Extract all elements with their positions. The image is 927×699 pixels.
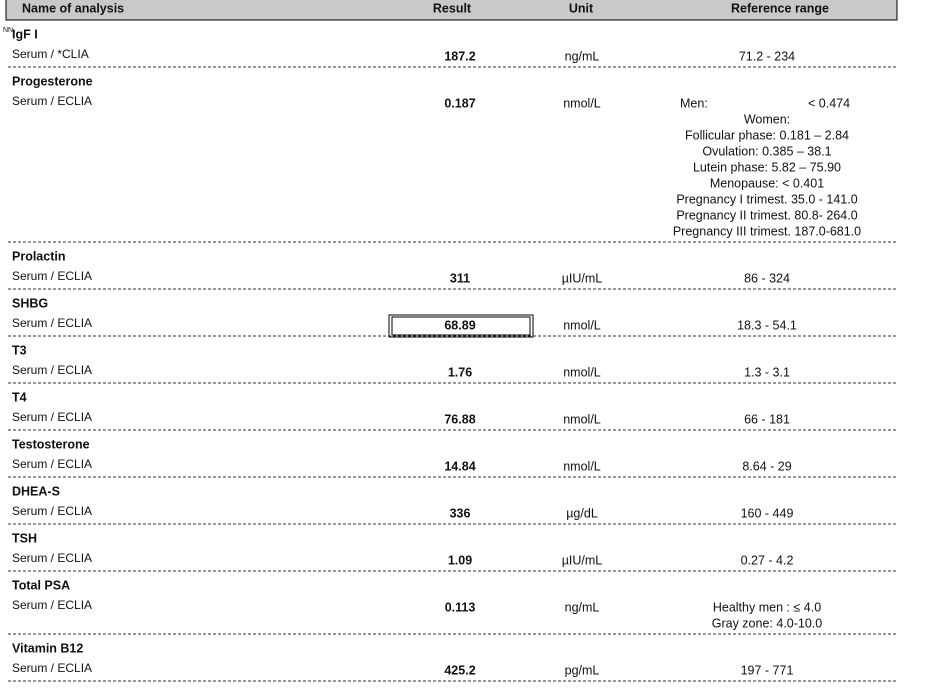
result: 68.89: [444, 318, 475, 332]
reference-range: Women:: [744, 112, 790, 126]
reference-range: 160 - 449: [741, 506, 794, 520]
result: 311: [450, 271, 470, 285]
header-result: Result: [433, 1, 472, 15]
analysis-name: T4: [12, 390, 27, 404]
unit: nmol/L: [563, 459, 601, 473]
reference-range: Pregnancy III trimest. 187.0-681.0: [673, 224, 861, 238]
analysis-name: TSH: [12, 531, 37, 545]
reference-range: 66 - 181: [744, 412, 790, 426]
result: 187.2: [444, 49, 475, 63]
result-box-inner: [391, 316, 531, 336]
reference-range: Menopause: < 0.401: [710, 176, 824, 190]
reference-range: Pregnancy II trimest. 80.8- 264.0: [676, 208, 857, 222]
analysis-name: Prolactin: [12, 249, 66, 263]
analysis-name: IgF I: [12, 27, 38, 41]
result: 14.84: [444, 459, 475, 473]
sample-type: Serum / ECLIA: [12, 363, 92, 377]
reference-value: < 0.474: [808, 96, 850, 110]
header-bar: [5, 0, 898, 21]
unit: µIU/mL: [562, 271, 603, 285]
reference-range: Ovulation: 0.385 – 38.1: [702, 144, 831, 158]
result: 1.76: [448, 365, 472, 379]
result: 425.2: [444, 663, 475, 677]
reference-range: 86 - 324: [744, 271, 790, 285]
analysis-name: Progesterone: [12, 74, 93, 88]
sample-type: Serum / ECLIA: [12, 457, 92, 471]
result: 336: [450, 506, 471, 520]
unit: pg/mL: [565, 663, 600, 677]
reference-range: Pregnancy I trimest. 35.0 - 141.0: [676, 192, 857, 206]
result: 0.187: [444, 96, 475, 110]
reference-range: 18.3 - 54.1: [737, 318, 797, 332]
analysis-name: Testosterone: [12, 437, 90, 451]
reference-range: Follicular phase: 0.181 – 2.84: [685, 128, 849, 142]
sample-type: Serum / *CLIA: [12, 47, 89, 61]
sample-type: Serum / ECLIA: [12, 661, 92, 675]
unit: nmol/L: [563, 318, 601, 332]
unit: nmol/L: [563, 412, 601, 426]
result: 0.113: [445, 600, 476, 614]
analysis-name: T3: [12, 343, 27, 357]
reference-range: Lutein phase: 5.82 – 75.90: [693, 160, 841, 174]
sample-type: Serum / ECLIA: [12, 269, 92, 283]
result-box: [388, 314, 534, 338]
reference-range: 1.3 - 3.1: [744, 365, 790, 379]
sample-type: Serum / ECLIA: [12, 551, 92, 565]
unit: nmol/L: [563, 96, 601, 110]
sample-type: Serum / ECLIA: [12, 316, 92, 330]
result: 1.09: [448, 553, 472, 567]
sample-type: Serum / ECLIA: [12, 598, 92, 612]
sample-type: Serum / ECLIA: [12, 410, 92, 424]
reference-range: Healthy men : ≤ 4.0: [713, 600, 821, 614]
analysis-name: Vitamin B12: [12, 641, 83, 655]
unit: ng/mL: [565, 49, 600, 63]
sample-type: Serum / ECLIA: [12, 94, 92, 108]
reference-range: 0.27 - 4.2: [741, 553, 794, 567]
reference-range: 71.2 - 234: [739, 49, 795, 63]
sample-type: Serum / ECLIA: [12, 504, 92, 518]
analysis-name: SHBG: [12, 296, 48, 310]
analysis-name: Total PSA: [12, 578, 70, 592]
marker: NN: [3, 27, 13, 34]
analysis-name: DHEA-S: [12, 484, 60, 498]
header-unit: Unit: [569, 1, 594, 15]
result: 76.88: [444, 412, 475, 426]
reference-range: Gray zone: 4.0-10.0: [712, 616, 823, 630]
unit: ng/mL: [565, 600, 600, 614]
unit: µIU/mL: [562, 553, 603, 567]
reference-range: 8.64 - 29: [742, 459, 791, 473]
header-name: Name of analysis: [22, 1, 124, 15]
unit: µg/dL: [566, 506, 598, 520]
reference-label: Men:: [680, 96, 708, 110]
header-reference: Reference range: [731, 1, 829, 15]
reference-range: 197 - 771: [741, 663, 794, 677]
unit: nmol/L: [563, 365, 601, 379]
